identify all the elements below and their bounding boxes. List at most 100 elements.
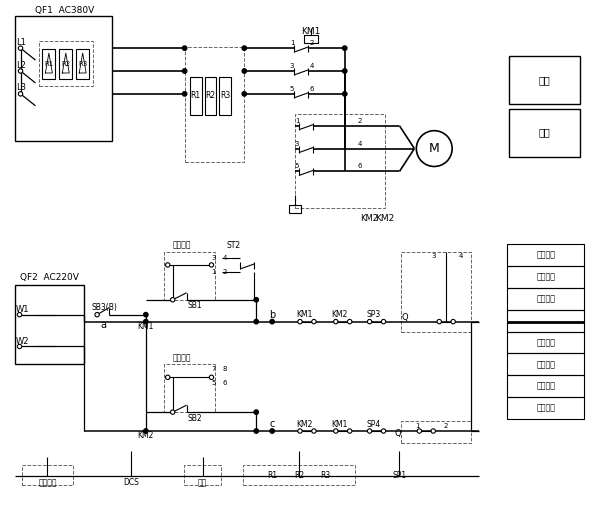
Circle shape [451,319,455,324]
Text: 1: 1 [212,269,216,275]
Circle shape [334,429,338,433]
Text: 5: 5 [212,380,216,386]
Bar [507,266,584,288]
Text: KM1: KM1 [331,420,348,428]
Circle shape [182,69,187,73]
Circle shape [182,46,187,50]
Text: 2: 2 [310,40,314,46]
Bar [507,397,584,419]
Text: KM1: KM1 [138,322,154,331]
Circle shape [182,92,187,96]
Text: SB2: SB2 [187,414,202,423]
Text: DCS: DCS [123,478,139,487]
Circle shape [17,344,22,349]
Circle shape [242,92,246,96]
Bar [507,375,584,397]
Text: L3: L3 [17,84,26,92]
Text: SP1: SP1 [392,472,407,480]
Text: a: a [100,319,106,330]
Circle shape [382,429,386,433]
Text: 遥控合闸: 遥控合闸 [536,338,555,347]
Circle shape [19,69,23,73]
Text: W1: W1 [16,305,29,314]
Circle shape [437,319,441,324]
Text: 遥控分闸: 遥控分闸 [536,250,555,260]
Text: R1: R1 [267,472,277,480]
Circle shape [298,319,302,324]
Text: ST2: ST2 [226,240,240,249]
Bar [76,49,89,79]
Bar [14,16,112,140]
Text: KM2: KM2 [375,213,394,223]
Circle shape [347,319,352,324]
Bar [42,49,56,79]
Text: 5: 5 [290,86,294,92]
Circle shape [270,319,274,324]
Text: 遥控分闸: 遥控分闸 [172,240,191,249]
Circle shape [242,46,246,50]
Text: SB1: SB1 [187,301,202,310]
Text: R3: R3 [220,91,231,100]
Text: 外部联锁: 外部联锁 [536,404,555,413]
Circle shape [242,69,246,73]
Text: 6: 6 [222,380,227,386]
Text: KM2: KM2 [138,431,154,441]
Bar [190,77,202,115]
Text: Q: Q [401,313,408,322]
Bar [304,35,318,43]
Circle shape [17,312,22,317]
Circle shape [144,312,148,317]
Circle shape [312,319,316,324]
Text: 6: 6 [310,86,314,92]
Text: 1: 1 [290,40,294,46]
Text: 遥控合闸: 遥控合闸 [172,353,191,362]
Circle shape [367,429,372,433]
Text: R2: R2 [294,472,304,480]
Text: 4: 4 [310,63,314,69]
Text: 1: 1 [416,423,420,429]
Text: 2: 2 [443,423,447,429]
Bar [509,109,581,157]
Bar [164,252,215,300]
Circle shape [254,429,258,433]
Text: 遥停: 遥停 [198,478,207,487]
Text: R3: R3 [321,472,331,480]
Bar [243,465,355,485]
Circle shape [254,319,258,324]
Circle shape [254,410,258,414]
Text: R1: R1 [191,91,201,100]
Circle shape [431,429,435,433]
Text: 4: 4 [358,140,362,147]
Text: c: c [270,419,275,429]
Text: QF1  AC380V: QF1 AC380V [35,6,94,15]
Text: SP3: SP3 [367,310,381,319]
Bar [184,465,221,485]
Text: Q: Q [395,428,401,438]
Text: KM1: KM1 [296,310,312,319]
Circle shape [170,298,175,302]
Circle shape [209,263,213,267]
Bar [185,47,245,162]
Circle shape [144,319,148,324]
Text: 合闸: 合闸 [539,128,551,138]
Bar [14,285,84,365]
Text: KM2: KM2 [296,420,312,428]
Bar [164,365,215,412]
Text: L1: L1 [17,38,26,47]
Text: 近控分闸: 近控分闸 [536,272,555,281]
Text: 1: 1 [295,118,299,124]
Text: b: b [269,310,275,319]
Text: 合闸保持: 合闸保持 [536,382,555,391]
Bar [59,49,72,79]
Bar [219,77,231,115]
Text: 4: 4 [459,253,463,259]
Circle shape [343,69,347,73]
Text: 外部联锁: 外部联锁 [38,478,57,487]
Text: SB3(B): SB3(B) [91,303,117,312]
Bar [22,465,73,485]
Text: 6: 6 [358,163,362,169]
Bar [507,353,584,375]
Circle shape [19,46,23,50]
Text: 8: 8 [222,367,227,372]
Bar [289,205,301,213]
